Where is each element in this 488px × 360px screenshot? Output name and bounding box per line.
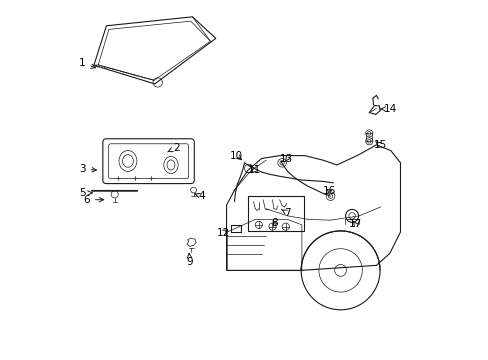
Text: 2: 2	[167, 143, 179, 153]
Text: 8: 8	[270, 218, 277, 228]
Text: 10: 10	[229, 150, 243, 161]
Text: 12: 12	[216, 228, 229, 238]
Text: 4: 4	[195, 191, 204, 201]
Text: 5: 5	[79, 188, 92, 198]
Text: 1: 1	[79, 58, 95, 68]
Text: 7: 7	[281, 208, 290, 218]
Text: 6: 6	[83, 195, 103, 205]
Text: 17: 17	[347, 219, 361, 229]
Text: 16: 16	[323, 186, 336, 197]
Text: 13: 13	[280, 154, 293, 164]
Text: 15: 15	[373, 140, 386, 150]
Text: 3: 3	[79, 164, 96, 174]
Text: 14: 14	[380, 104, 397, 114]
Text: 11: 11	[247, 165, 261, 175]
Text: 9: 9	[186, 253, 193, 267]
